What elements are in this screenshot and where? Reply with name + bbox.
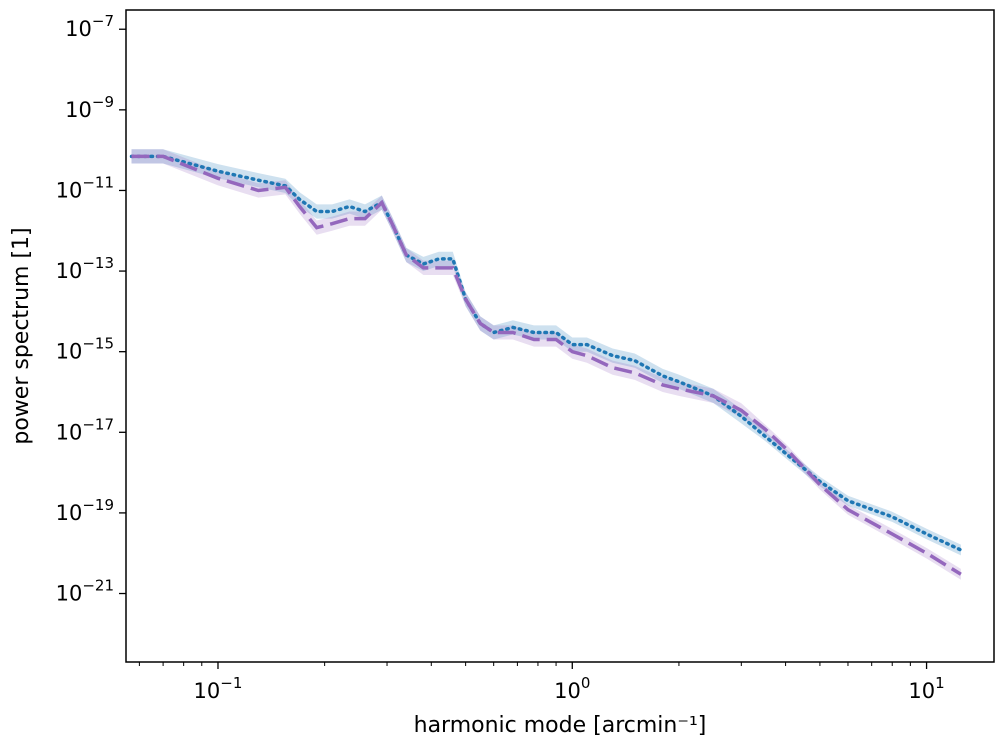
y-tick-label: 10−7 [65, 12, 114, 41]
y-tick-label: 10−13 [56, 254, 114, 283]
series-lines [129, 154, 963, 576]
y-tick-label: 10−19 [56, 496, 114, 525]
series-1-line [129, 154, 963, 552]
series-1-band [131, 149, 961, 556]
x-tick-label: 101 [908, 674, 944, 703]
axes-frame [125, 9, 995, 663]
series-2-band [131, 149, 961, 580]
y-tick-label: 10−17 [56, 415, 114, 444]
y-tick-label: 10−9 [65, 93, 114, 122]
y-tick-label: 10−15 [56, 335, 114, 364]
series-2-line [131, 154, 962, 576]
y-tick-label: 10−21 [56, 577, 114, 606]
x-tick-label: 100 [554, 674, 590, 703]
x-tick-label: 10−1 [194, 674, 243, 703]
x-axis-label: harmonic mode [arcmin⁻¹] [414, 713, 707, 738]
y-axis-label: power spectrum [1] [9, 227, 34, 444]
y-tick-label: 10−11 [56, 173, 114, 202]
axis-ticks: 10−1 100 101 10−21 10−19 10−17 10−15 10−13 10−11… [56, 12, 945, 703]
uncertainty-bands [131, 149, 961, 580]
